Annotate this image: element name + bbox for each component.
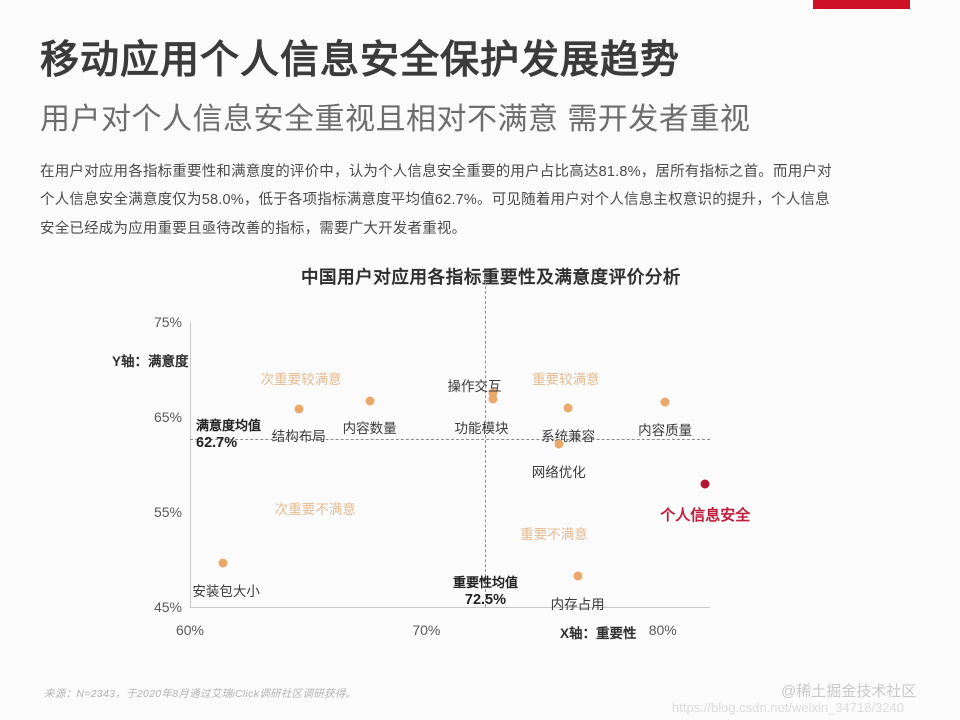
satisfaction-mean-label: 满意度均值 62.7% — [196, 418, 261, 452]
body-line-2: 个人信息安全满意度仅为58.0%，低于各项指标满意度平均值62.7%。可见随着用… — [40, 192, 830, 209]
quadrant-label: 重要不满意 — [520, 527, 588, 543]
page-subtitle: 用户对个人信息安全重视且相对不满意 需开发者重视 — [40, 103, 751, 136]
data-point-label: 内存占用 — [550, 596, 605, 612]
plot-region: Y轴：满意度 X轴：重要性 75% 65% 55% 45% 60% 70% 80% 满意度均值… — [112, 276, 750, 641]
data-point-label: 内容数量 — [342, 420, 397, 436]
y-axis-tick: 55% — [153, 504, 182, 520]
source-note: 来源：N=2343，于2020年8月通过艾瑞iClick调研社区调研获得。 — [44, 688, 357, 700]
y-axis-title: Y轴：满意度 — [112, 354, 189, 369]
x-axis-title: X轴：重要性 — [560, 626, 637, 641]
x-axis-line — [190, 607, 710, 608]
data-point-label: 系统兼容 — [541, 428, 596, 444]
page-title: 移动应用个人信息安全保护发展趋势 — [40, 39, 681, 82]
data-point[interactable] — [218, 558, 228, 568]
importance-mean-label: 重要性均值 72.5% — [453, 575, 518, 609]
data-point-label: 功能模块 — [454, 420, 509, 436]
x-axis-tick: 60% — [175, 622, 205, 638]
accent-bar — [813, 0, 910, 9]
data-point-label: 个人信息安全 — [660, 506, 751, 524]
data-point[interactable] — [700, 479, 710, 488]
x-axis-tick: 70% — [412, 622, 441, 638]
data-point-label: 结构布局 — [271, 429, 326, 445]
watermark-url: https://blog.csdn.net/weixin_34718/3240 — [672, 700, 905, 715]
satisfaction-mean-value: 62.7% — [196, 435, 238, 452]
watermark-brand: @稀土掘金技术社区 — [781, 683, 917, 700]
x-axis-tick: 80% — [648, 622, 677, 638]
importance-mean-line — [485, 276, 487, 607]
satisfaction-mean-line — [190, 438, 710, 440]
data-point[interactable] — [294, 404, 304, 414]
quadrant-label: 次重要不满意 — [274, 501, 356, 517]
chart-title: 中国用户对应用各指标重要性及满意度评价分析 — [0, 264, 960, 289]
quadrant-label: 重要较满意 — [532, 371, 600, 387]
y-axis-tick: 75% — [153, 314, 182, 330]
chart-title-text: 中国用户对应用各指标重要性及满意度评价分析 — [300, 267, 682, 287]
y-axis-line — [190, 322, 191, 607]
data-point[interactable] — [488, 394, 498, 404]
scatter-chart: 中国用户对应用各指标重要性及满意度评价分析 Y轴：满意度 X轴：重要性 75% 6… — [0, 248, 960, 648]
body-paragraph: 在用户对应用各指标重要性和满意度的评价中，认为个人信息安全重要的用户占比高达81… — [40, 158, 926, 243]
data-point[interactable] — [365, 396, 375, 406]
importance-mean-value: 72.5% — [464, 592, 507, 609]
data-point[interactable] — [488, 388, 498, 398]
data-point[interactable] — [660, 397, 670, 407]
body-line-1: 在用户对应用各指标重要性和满意度的评价中，认为个人信息安全重要的用户占比高达81… — [40, 164, 832, 180]
y-axis-tick: 65% — [153, 409, 182, 425]
data-point[interactable] — [573, 571, 583, 581]
importance-mean-title: 重要性均值 — [452, 575, 518, 590]
data-point[interactable] — [563, 403, 573, 412]
satisfaction-mean-title: 满意度均值 — [196, 417, 262, 433]
y-axis-tick: 45% — [153, 599, 182, 615]
data-point-label: 操作交互 — [447, 379, 502, 395]
data-point-label: 内容质量 — [638, 422, 693, 438]
data-point-label: 安装包大小 — [192, 584, 260, 600]
body-line-3: 安全已经成为应用重要且亟待改善的指标，需要广大开发者重视。 — [40, 220, 467, 237]
data-point-label: 网络优化 — [531, 464, 586, 480]
data-point[interactable] — [554, 439, 564, 449]
quadrant-label: 次重要较满意 — [260, 371, 342, 387]
